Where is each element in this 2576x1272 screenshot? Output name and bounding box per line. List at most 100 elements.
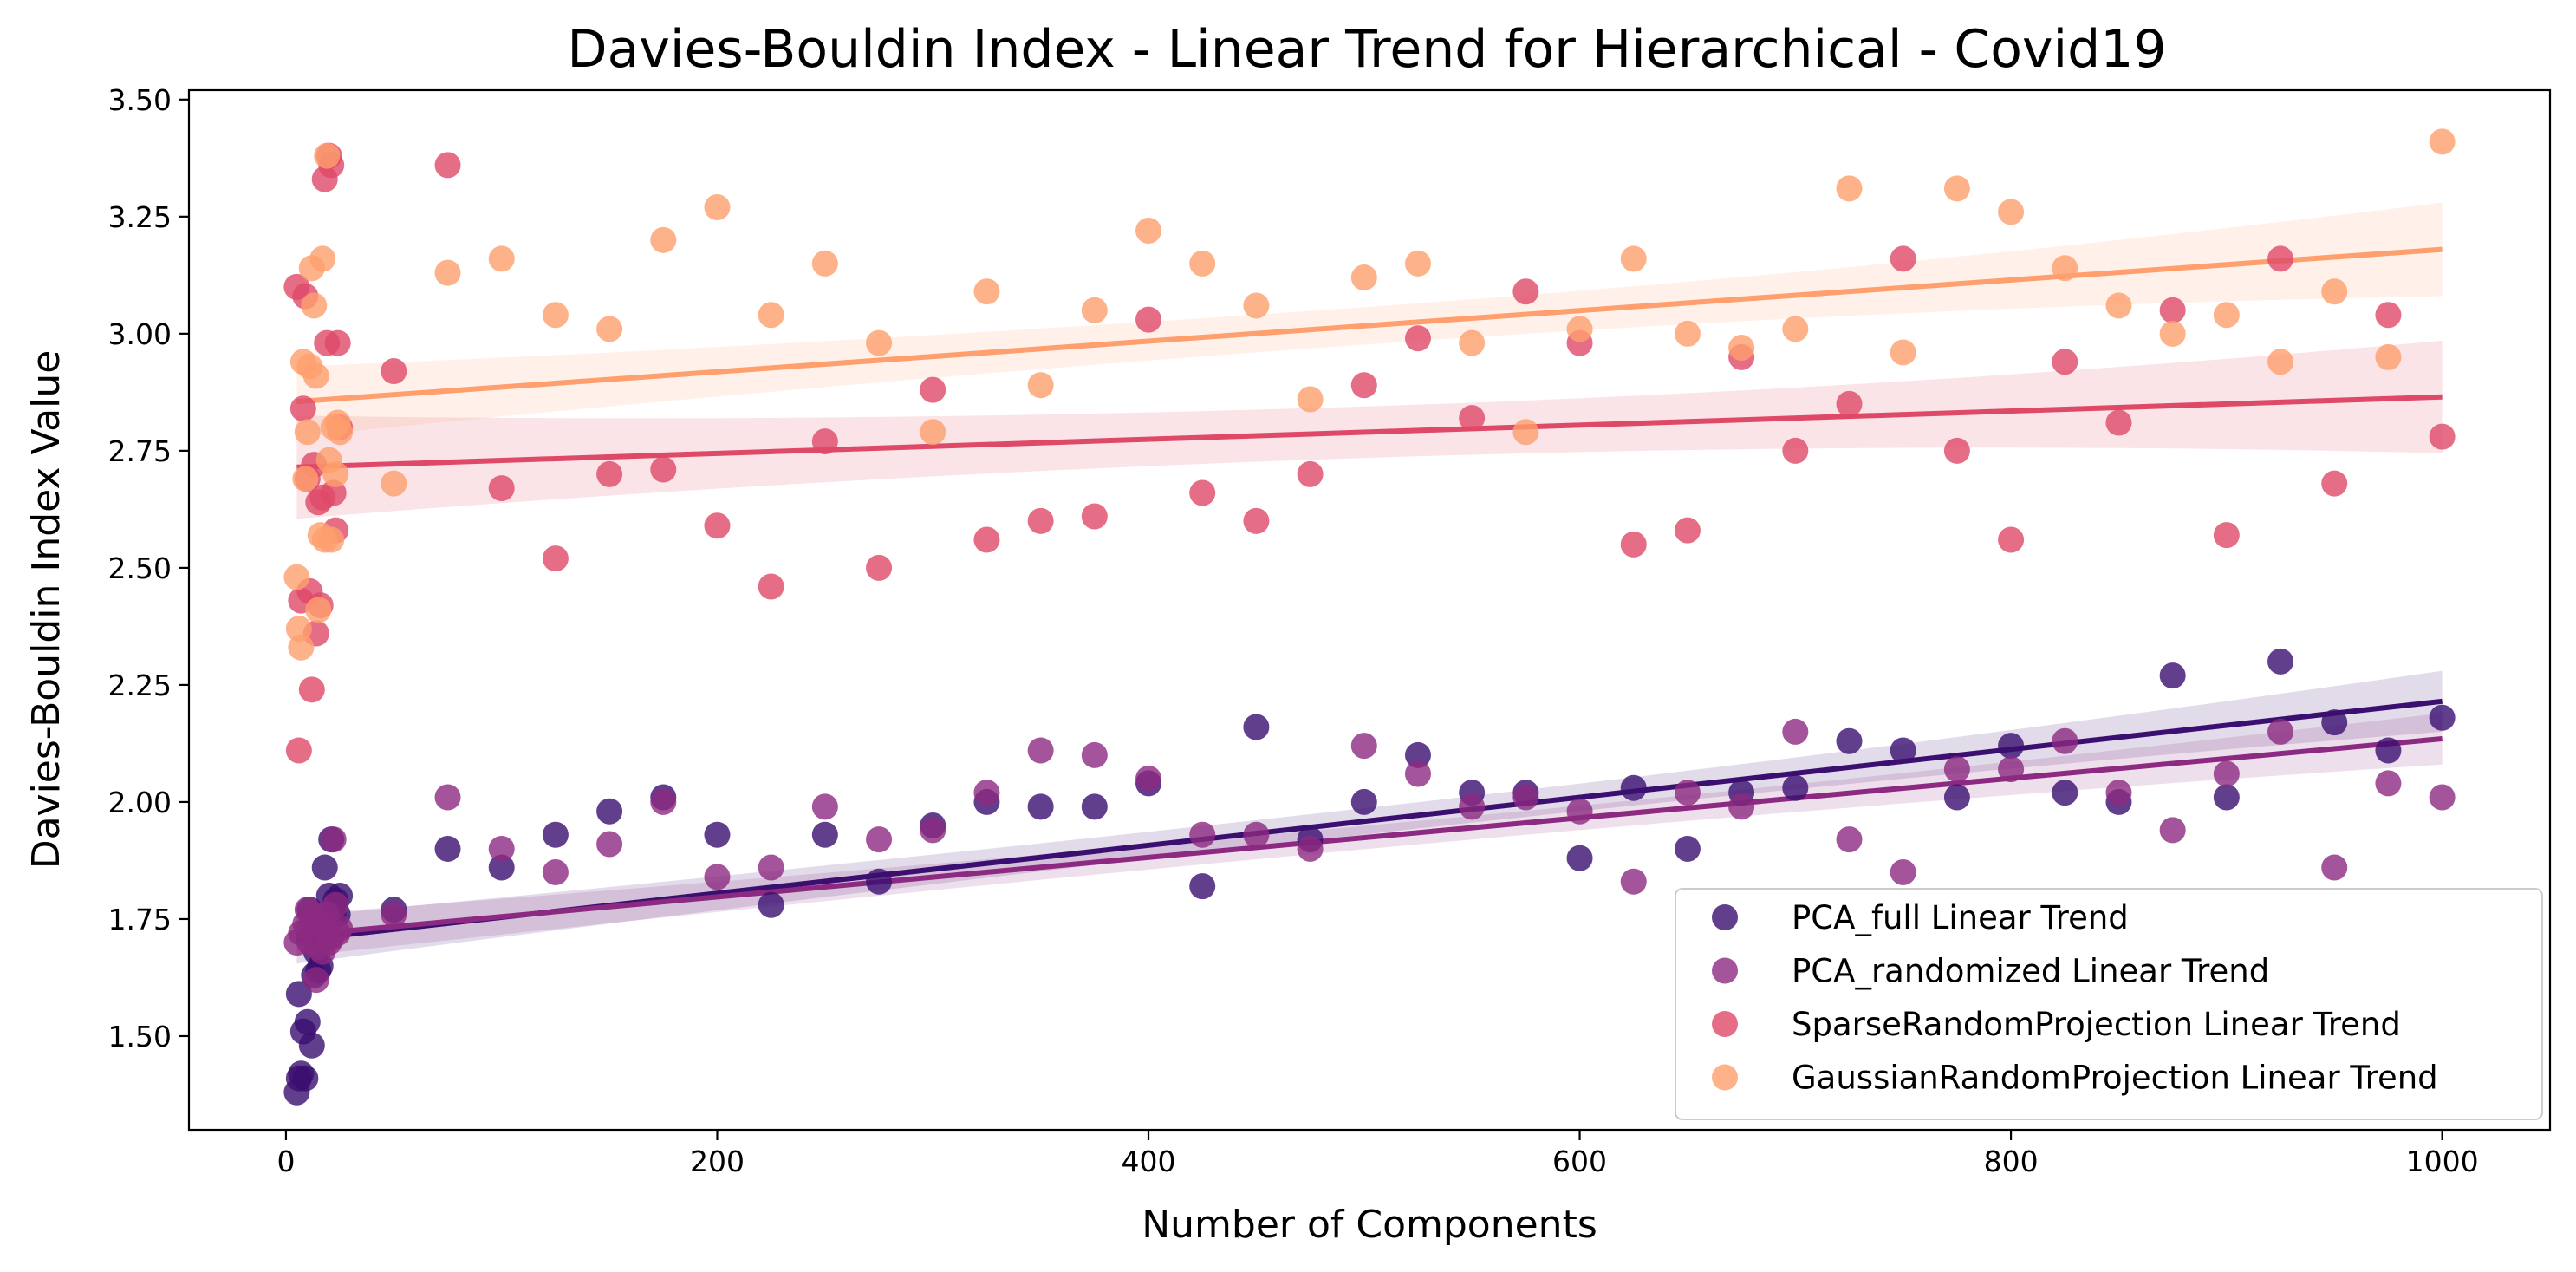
- scatter-point: [704, 194, 731, 221]
- scatter-point: [2105, 409, 2132, 436]
- scatter-point: [1943, 756, 1970, 783]
- scatter-point: [2159, 320, 2186, 347]
- scatter-point: [1674, 320, 1701, 347]
- scatter-point: [1782, 316, 1809, 342]
- scatter-point: [1027, 793, 1054, 820]
- scatter-point: [2375, 343, 2402, 370]
- scatter-points: [283, 128, 2456, 1106]
- scatter-point: [1943, 784, 1970, 811]
- scatter-point: [920, 817, 946, 844]
- scatter-point: [2375, 737, 2402, 764]
- scatter-point: [1620, 868, 1647, 895]
- x-axis-ticks: 0 200 400 600 800 1000: [276, 1130, 2479, 1178]
- scatter-point: [811, 428, 838, 455]
- legend-label: GaussianRandomProjection Linear Trend: [1792, 1060, 2438, 1097]
- scatter-point: [1404, 760, 1431, 787]
- scatter-point: [811, 250, 838, 277]
- y-tick-label: 3.50: [108, 83, 172, 117]
- scatter-point: [1890, 858, 1916, 885]
- scatter-point: [381, 358, 407, 385]
- scatter-point: [973, 780, 1000, 806]
- legend-label: SparseRandomProjection Linear Trend: [1792, 1006, 2401, 1043]
- scatter-point: [2213, 784, 2240, 811]
- scatter-point: [2375, 302, 2402, 329]
- scatter-point: [2429, 784, 2456, 811]
- y-tick-label: 2.00: [108, 786, 172, 819]
- scatter-point: [2267, 349, 2294, 375]
- scatter-point: [1135, 218, 1162, 245]
- scatter-point: [327, 915, 354, 942]
- scatter-point: [298, 676, 325, 703]
- scatter-point: [311, 854, 338, 881]
- scatter-point: [1782, 774, 1809, 801]
- scatter-point: [866, 868, 893, 895]
- scatter-point: [1782, 718, 1809, 745]
- scatter-point: [2321, 854, 2348, 881]
- scatter-point: [811, 821, 838, 848]
- y-tick-label: 2.25: [108, 669, 172, 702]
- scatter-point: [1081, 793, 1108, 820]
- scatter-point: [322, 891, 349, 918]
- scatter-point: [542, 302, 569, 329]
- scatter-point: [1135, 306, 1162, 333]
- scatter-point: [1297, 386, 1324, 413]
- scatter-point: [1135, 765, 1162, 792]
- trend-line-3: [296, 246, 2443, 405]
- scatter-point: [866, 554, 893, 581]
- scatter-point: [1943, 437, 1970, 464]
- scatter-point: [1512, 278, 1539, 305]
- chart-title: Davies-Bouldin Index - Linear Trend for …: [567, 19, 2166, 80]
- scatter-point: [1189, 479, 1216, 506]
- scatter-point: [2321, 709, 2348, 736]
- scatter-point: [2159, 662, 2186, 689]
- scatter-point: [2052, 255, 2078, 282]
- y-tick-label: 2.50: [108, 551, 172, 585]
- scatter-point: [2375, 770, 2402, 797]
- scatter-point: [1243, 821, 1270, 848]
- scatter-point: [285, 737, 312, 764]
- scatter-point: [1836, 826, 1863, 853]
- scatter-point: [1459, 793, 1486, 820]
- scatter-point: [294, 419, 321, 446]
- scatter-point: [596, 831, 623, 858]
- scatter-point: [1459, 329, 1486, 356]
- scatter-point: [2321, 470, 2348, 497]
- scatter-point: [704, 864, 731, 890]
- trend-lines: [296, 246, 2443, 943]
- scatter-point: [2052, 349, 2078, 375]
- legend-marker: [1712, 904, 1738, 930]
- scatter-point: [434, 835, 461, 862]
- scatter-point: [1189, 821, 1216, 848]
- scatter-point: [704, 821, 731, 848]
- scatter-point: [1998, 733, 2025, 760]
- scatter-point: [488, 245, 515, 272]
- scatter-point: [1890, 245, 1916, 272]
- scatter-point: [2213, 302, 2240, 329]
- scatter-point: [1081, 503, 1108, 530]
- scatter-point: [1620, 245, 1647, 272]
- legend-label: PCA_randomized Linear Trend: [1792, 953, 2269, 990]
- scatter-point: [1943, 175, 1970, 202]
- scatter-point: [292, 466, 319, 492]
- scatter-point: [1728, 793, 1755, 820]
- scatter-point: [1998, 756, 2025, 783]
- scatter-point: [434, 259, 461, 286]
- scatter-point: [542, 858, 569, 885]
- scatter-point: [1890, 737, 1916, 764]
- scatter-point: [1782, 437, 1809, 464]
- scatter-point: [1350, 788, 1377, 815]
- scatter-point: [1566, 798, 1593, 825]
- scatter-point: [973, 526, 1000, 553]
- scatter-point: [920, 376, 946, 403]
- scatter-point: [1512, 419, 1539, 446]
- scatter-point: [289, 395, 316, 422]
- legend-label: PCA_full Linear Trend: [1792, 899, 2129, 936]
- x-tick-label: 200: [690, 1145, 745, 1178]
- scatter-point: [285, 981, 312, 1008]
- x-axis-label: Number of Components: [1142, 1203, 1597, 1247]
- legend-marker: [1712, 957, 1738, 984]
- y-tick-label: 1.75: [108, 903, 172, 936]
- y-tick-label: 2.75: [108, 434, 172, 468]
- scatter-point: [2429, 704, 2456, 731]
